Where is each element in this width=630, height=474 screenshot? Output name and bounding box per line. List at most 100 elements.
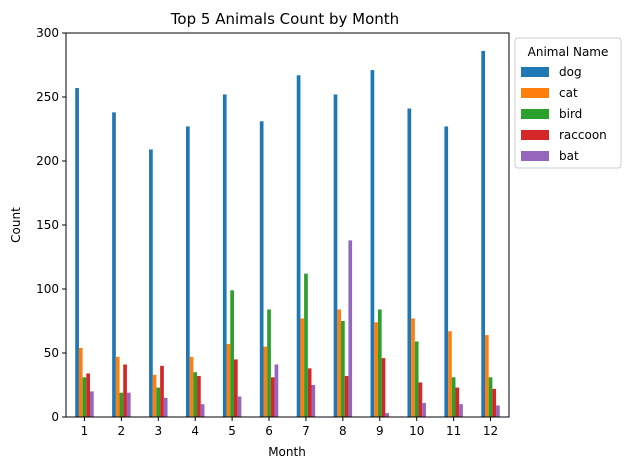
y-axis-ticks: 0 50 100 150 200 250 300 bbox=[36, 26, 66, 424]
y-tick-label: 50 bbox=[44, 346, 59, 360]
bar-dog-4 bbox=[185, 126, 190, 417]
bar-bat-10 bbox=[422, 402, 426, 417]
x-tick-label: 11 bbox=[446, 424, 461, 438]
legend-swatch-raccoon bbox=[521, 130, 549, 140]
legend: Animal Name dog cat bird raccoon bat bbox=[514, 37, 622, 169]
legend-swatch-bird bbox=[521, 109, 549, 119]
bar-raccoon-12 bbox=[492, 388, 497, 417]
x-tick-label: 8 bbox=[339, 424, 347, 438]
bar-bird-12 bbox=[488, 377, 493, 417]
legend-label-bat: bat bbox=[559, 149, 579, 163]
x-tick-label: 2 bbox=[118, 424, 126, 438]
bar-dog-9 bbox=[370, 70, 375, 418]
bar-cat-12 bbox=[485, 335, 489, 417]
bar-bird-3 bbox=[156, 387, 161, 417]
legend-swatch-dog bbox=[521, 67, 549, 77]
y-axis-label: Count bbox=[9, 207, 23, 243]
bar-bird-7 bbox=[304, 273, 308, 417]
bar-cat-1 bbox=[78, 347, 83, 417]
x-axis-ticks: 1 2 3 4 5 6 7 8 9 10 11 12 bbox=[81, 417, 498, 438]
bar-bat-3 bbox=[163, 397, 168, 417]
bar-bird-2 bbox=[119, 392, 124, 417]
x-tick-label: 1 bbox=[81, 424, 89, 438]
x-tick-label: 6 bbox=[265, 424, 273, 438]
bar-dog-12 bbox=[481, 50, 486, 418]
bar-bat-1 bbox=[89, 391, 94, 417]
bar-raccoon-11 bbox=[455, 387, 460, 417]
x-tick-label: 5 bbox=[228, 424, 236, 438]
bar-raccoon-4 bbox=[197, 376, 201, 417]
y-tick-label: 200 bbox=[36, 154, 59, 168]
bar-cat-10 bbox=[411, 318, 415, 417]
bar-bird-8 bbox=[341, 321, 345, 417]
bar-cat-8 bbox=[337, 309, 342, 417]
bar-bat-12 bbox=[496, 405, 500, 417]
bar-bat-2 bbox=[126, 392, 131, 417]
bar-bat-7 bbox=[311, 385, 316, 417]
series-dog bbox=[75, 50, 486, 418]
bar-bat-8 bbox=[348, 240, 353, 417]
bar-bird-4 bbox=[193, 372, 198, 417]
bar-bat-4 bbox=[200, 404, 205, 417]
bar-dog-5 bbox=[222, 94, 227, 417]
bar-dog-6 bbox=[259, 121, 264, 417]
bar-dog-2 bbox=[112, 112, 116, 418]
bar-dog-3 bbox=[149, 149, 153, 418]
x-tick-label: 7 bbox=[302, 424, 310, 438]
bar-bird-6 bbox=[267, 309, 271, 417]
y-tick-label: 300 bbox=[36, 26, 59, 40]
legend-label-cat: cat bbox=[559, 86, 578, 100]
bar-raccoon-10 bbox=[418, 382, 423, 417]
bar-bat-5 bbox=[237, 396, 242, 417]
legend-label-bird: bird bbox=[559, 107, 582, 121]
bar-dog-11 bbox=[444, 126, 449, 417]
bar-raccoon-3 bbox=[160, 365, 164, 417]
bar-bird-9 bbox=[377, 309, 382, 417]
chart-title: Top 5 Animals Count by Month bbox=[170, 10, 399, 28]
legend-items: dog cat bird raccoon bat bbox=[521, 65, 607, 163]
bar-cat-9 bbox=[374, 322, 378, 417]
bar-cat-5 bbox=[226, 344, 231, 417]
series-cat bbox=[78, 309, 489, 417]
plot-area-frame bbox=[65, 32, 510, 418]
bar-dog-8 bbox=[333, 94, 338, 417]
bar-dog-1 bbox=[75, 88, 79, 417]
x-tick-label: 4 bbox=[191, 424, 199, 438]
bar-dog-7 bbox=[296, 75, 301, 418]
y-tick-label: 100 bbox=[36, 282, 59, 296]
series-bat bbox=[89, 240, 500, 417]
x-tick-label: 12 bbox=[483, 424, 498, 438]
bar-raccoon-9 bbox=[381, 358, 386, 417]
bar-cat-2 bbox=[115, 356, 120, 417]
bar-bat-6 bbox=[274, 364, 279, 417]
series-bird bbox=[82, 273, 493, 417]
legend-label-raccoon: raccoon bbox=[559, 128, 607, 142]
legend-swatch-cat bbox=[521, 88, 549, 98]
bar-raccoon-5 bbox=[233, 359, 238, 417]
bar-raccoon-8 bbox=[344, 376, 349, 417]
y-tick-label: 0 bbox=[51, 410, 59, 424]
bar-cat-4 bbox=[189, 356, 194, 417]
bar-raccoon-6 bbox=[270, 377, 275, 417]
x-tick-label: 9 bbox=[376, 424, 384, 438]
bar-bird-5 bbox=[230, 290, 234, 417]
legend-label-dog: dog bbox=[559, 65, 582, 79]
bar-cat-6 bbox=[263, 346, 268, 417]
bar-bird-11 bbox=[451, 377, 456, 417]
bar-dog-10 bbox=[407, 108, 412, 418]
x-tick-label: 10 bbox=[409, 424, 424, 438]
series-raccoon bbox=[86, 358, 497, 417]
bar-bat-9 bbox=[385, 413, 390, 417]
bar-raccoon-7 bbox=[307, 368, 312, 417]
x-axis-label: Month bbox=[268, 445, 306, 459]
legend-title: Animal Name bbox=[528, 45, 609, 59]
bar-bird-10 bbox=[414, 341, 419, 417]
bar-cat-11 bbox=[448, 331, 452, 417]
bar-series bbox=[75, 50, 500, 418]
bar-bird-1 bbox=[82, 377, 87, 417]
y-tick-label: 150 bbox=[36, 218, 59, 232]
legend-swatch-bat bbox=[521, 151, 549, 161]
x-tick-label: 3 bbox=[154, 424, 162, 438]
